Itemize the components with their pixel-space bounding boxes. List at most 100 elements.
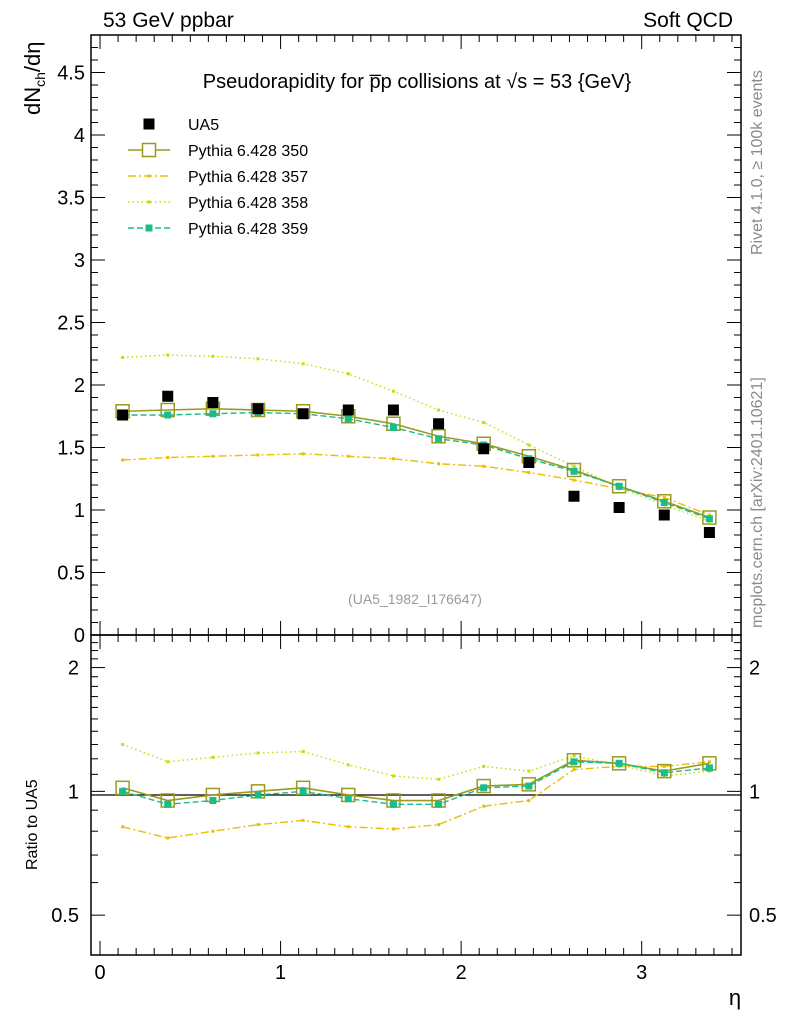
ua5-data-point — [387, 404, 399, 416]
main-series-marker — [391, 457, 395, 461]
ratio-series-marker — [521, 777, 537, 792]
main-y-tick-label: 2.5 — [57, 313, 85, 335]
ratio-series-marker — [615, 759, 623, 767]
main-y-tick-label: 0.5 — [57, 563, 85, 585]
main-series-line-359 — [122, 411, 710, 520]
ratio-series-marker — [119, 787, 127, 795]
main-series-marker — [256, 357, 260, 361]
mcplots-credit-label: mcplots.cern.ch [arXiv:2401.10621] — [749, 377, 766, 628]
ratio-series-marker — [389, 800, 397, 808]
rivet-version-label: Rivet 4.1.0, ≥ 100k events — [749, 70, 766, 255]
ratio-series-marker — [482, 764, 486, 768]
x-axis-title: η — [729, 985, 741, 1010]
legend-marker — [141, 142, 157, 158]
main-series-marker — [435, 435, 443, 443]
main-y-tick-label: 0 — [74, 625, 85, 647]
main-series-marker — [211, 454, 215, 458]
main-series-marker — [391, 389, 395, 393]
ratio-series-marker — [482, 804, 486, 808]
ratio-series-marker — [164, 800, 172, 808]
ua5-data-point — [658, 509, 670, 521]
main-series-marker — [166, 456, 170, 459]
ratio-series-marker — [476, 778, 491, 794]
ratio-series-marker — [299, 787, 307, 795]
ratio-series-marker — [391, 827, 395, 831]
ua5-data-point — [613, 502, 625, 513]
main-series-marker — [572, 478, 576, 482]
main-y-axis-title-sub: ch — [32, 72, 48, 87]
ratio-series-marker — [480, 784, 488, 792]
main-series-marker — [615, 482, 623, 490]
ratio-series-marker — [611, 756, 627, 771]
ratio-series-marker — [346, 825, 350, 829]
main-series-marker — [301, 452, 305, 456]
main-series-marker — [482, 421, 486, 424]
ratio-y-tick-label-right: 1 — [749, 781, 760, 803]
legend-label-359: Pythia 6.428 359 — [188, 221, 308, 238]
main-y-tick-label: 4 — [74, 125, 85, 147]
ratio-series-marker — [121, 742, 125, 746]
main-series-marker — [527, 443, 531, 447]
ua5-data-point — [342, 404, 354, 416]
main-series-line-358 — [122, 354, 710, 522]
x-tick-label: 3 — [636, 962, 647, 984]
ua5-data-point — [117, 409, 129, 421]
ratio-series-marker — [657, 763, 672, 779]
ratio-series-marker — [209, 797, 217, 805]
main-y-tick-label: 4.5 — [57, 63, 85, 85]
ratio-panel: 0.5 0.5 1 1 2 2 0 1 2 3 Ratio to UA5 η — [24, 634, 777, 1010]
main-series-marker — [611, 479, 627, 494]
main-series-marker — [209, 410, 217, 418]
main-series-marker — [301, 362, 305, 366]
main-y-tick-label: 1.5 — [57, 438, 85, 460]
main-series-marker — [346, 372, 350, 376]
legend-label-358: Pythia 6.428 358 — [188, 195, 308, 212]
header-left-label: 53 GeV ppbar — [103, 9, 234, 32]
main-y-axis-title-main: dN — [20, 87, 45, 115]
main-y-axis-title: dNch/dη — [20, 41, 48, 115]
main-series-marker — [662, 496, 666, 499]
main-series-marker — [389, 424, 397, 431]
ratio-series-marker — [572, 768, 576, 772]
ratio-series-marker — [566, 753, 582, 768]
ratio-series-marker — [166, 760, 170, 764]
main-series-marker — [344, 415, 352, 423]
ratio-series-line-359 — [122, 761, 710, 806]
main-series-marker — [572, 464, 576, 468]
ratio-series-marker — [570, 758, 578, 766]
legend: UA5 Pythia 6.428 350 Pythia 6.428 357 Pythi… — [128, 117, 308, 238]
main-series-marker — [707, 513, 711, 517]
main-ticks: 0 0.5 1 1.5 2 2.5 3 3.5 4 4.5 — [57, 35, 741, 647]
ratio-y-tick-label-left: 1 — [68, 781, 79, 803]
ua5-data-point — [252, 403, 264, 415]
x-tick-label: 0 — [94, 962, 105, 984]
ratio-series-marker — [254, 791, 262, 799]
main-series-marker — [657, 494, 672, 509]
ratio-series-marker — [705, 764, 713, 772]
legend-label-350: Pythia 6.428 350 — [188, 143, 308, 160]
main-series-marker — [482, 464, 486, 468]
main-series-marker — [527, 471, 531, 474]
ratio-series-marker — [346, 763, 350, 767]
ua5-data-point — [433, 418, 445, 430]
ratio-series-marker — [256, 751, 260, 755]
main-y-axis-title-tail: /dη — [20, 41, 45, 72]
ratio-series-layer — [115, 742, 717, 840]
ratio-y-tick-label-right: 2 — [749, 658, 760, 680]
main-y-tick-label: 2 — [74, 375, 85, 397]
main-series-marker — [121, 356, 125, 359]
main-data-layer — [117, 390, 715, 538]
header-right-label: Soft QCD — [643, 9, 733, 32]
main-series-marker — [705, 515, 713, 523]
ratio-plot-frame — [90, 634, 742, 956]
main-series-line-350 — [122, 407, 710, 519]
ratio-series-marker — [301, 818, 305, 822]
ratio-ticks: 0.5 0.5 1 1 2 2 0 1 2 3 — [51, 634, 777, 984]
main-series-marker — [346, 454, 350, 458]
main-series-marker — [437, 408, 441, 412]
ua5-data-point — [207, 397, 219, 408]
main-series-marker — [570, 467, 578, 475]
x-tick-label: 1 — [275, 962, 286, 984]
main-series-marker — [211, 354, 215, 358]
